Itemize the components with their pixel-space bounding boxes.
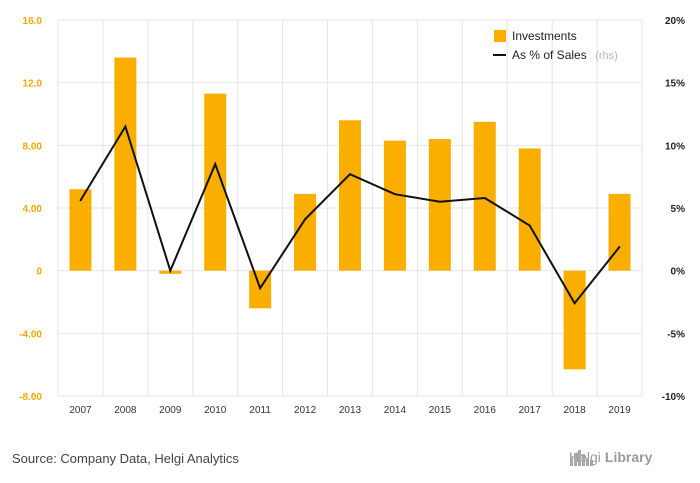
axes: -8.00 -10% -4.00 -5% 0 0% 4.00 5% 8.00 10% 12.0 15%… <box>19 16 685 416</box>
bar-2010 <box>204 93 227 271</box>
x-tick-label: 2012 <box>294 405 317 416</box>
bar-2008 <box>114 57 137 271</box>
library-buildings-icon <box>570 450 593 466</box>
brand-name-library: Library <box>604 449 653 465</box>
line-point-2009 <box>169 269 172 272</box>
x-tick-label: 2011 <box>249 405 271 416</box>
bar-2019 <box>608 193 631 271</box>
x-tick-label: 2008 <box>114 405 137 416</box>
left-tick-label: 12.0 <box>23 79 43 90</box>
x-tick-label: 2019 <box>608 405 631 416</box>
bar-2018 <box>563 270 586 370</box>
x-tick-label: 2009 <box>159 405 182 416</box>
source-note: Source: Company Data, Helgi Analytics <box>12 451 239 466</box>
x-tick-label: 2016 <box>474 405 497 416</box>
line-point-2013 <box>349 173 351 175</box>
line-point-2016 <box>483 197 486 199</box>
left-tick-label: -4.00 <box>19 329 42 340</box>
line-point-2019 <box>618 246 621 248</box>
right-tick-label: 10% <box>665 141 685 152</box>
bar-2014 <box>383 140 406 271</box>
bar-2015 <box>428 139 451 271</box>
right-tick-label: 20% <box>665 16 685 27</box>
line-point-2011 <box>259 287 261 290</box>
x-tick-label: 2014 <box>384 405 407 416</box>
line-point-2012 <box>304 218 306 221</box>
legend-sales-label: As % of Sales <box>512 48 587 62</box>
helgi-library-logo: HelgiLibrary <box>569 449 653 466</box>
right-tick-label: -10% <box>662 392 685 403</box>
x-tick-label: 2015 <box>429 405 452 416</box>
left-tick-label: 4.00 <box>23 204 43 215</box>
right-tick-label: 0% <box>671 267 686 278</box>
bar-2007 <box>69 189 92 271</box>
line-point-2014 <box>394 193 396 196</box>
line-point-2008 <box>124 125 127 128</box>
sales-percent-line-group <box>79 124 621 306</box>
bar-2013 <box>339 120 361 271</box>
line-point-2017 <box>528 224 531 227</box>
legend-rhs-note: (rhs) <box>595 50 618 62</box>
combo-chart: -8.00 -10% -4.00 -5% 0 0% 4.00 5% 8.00 10% 12.0 15%… <box>19 16 685 416</box>
investment-bars <box>69 57 631 370</box>
x-tick-label: 2007 <box>69 405 92 416</box>
right-tick-label: -5% <box>667 329 685 340</box>
left-tick-label: 0 <box>36 267 42 278</box>
legend-investments-label: Investments <box>512 29 577 43</box>
x-tick-label: 2010 <box>204 405 227 416</box>
legend-bar-swatch <box>494 30 506 42</box>
x-tick-label: 2017 <box>519 405 542 416</box>
x-tick-label: 2013 <box>339 405 362 416</box>
legend: Investments As % of Sales (rhs) <box>493 29 618 63</box>
bar-2017 <box>518 148 541 271</box>
x-tick-label: 2018 <box>563 405 586 416</box>
line-point-2007 <box>79 199 82 202</box>
right-tick-label: 5% <box>671 204 686 215</box>
line-point-2015 <box>439 200 441 203</box>
left-tick-label: 16.0 <box>23 16 43 27</box>
bar-2016 <box>473 121 496 271</box>
left-tick-label: -8.00 <box>19 392 42 403</box>
left-tick-label: 8.00 <box>23 141 43 152</box>
line-point-2010 <box>214 163 217 165</box>
right-tick-label: 15% <box>665 79 685 90</box>
legend-sales-text: As % of Sales (rhs) <box>512 46 618 63</box>
line-point-2018 <box>573 302 576 305</box>
